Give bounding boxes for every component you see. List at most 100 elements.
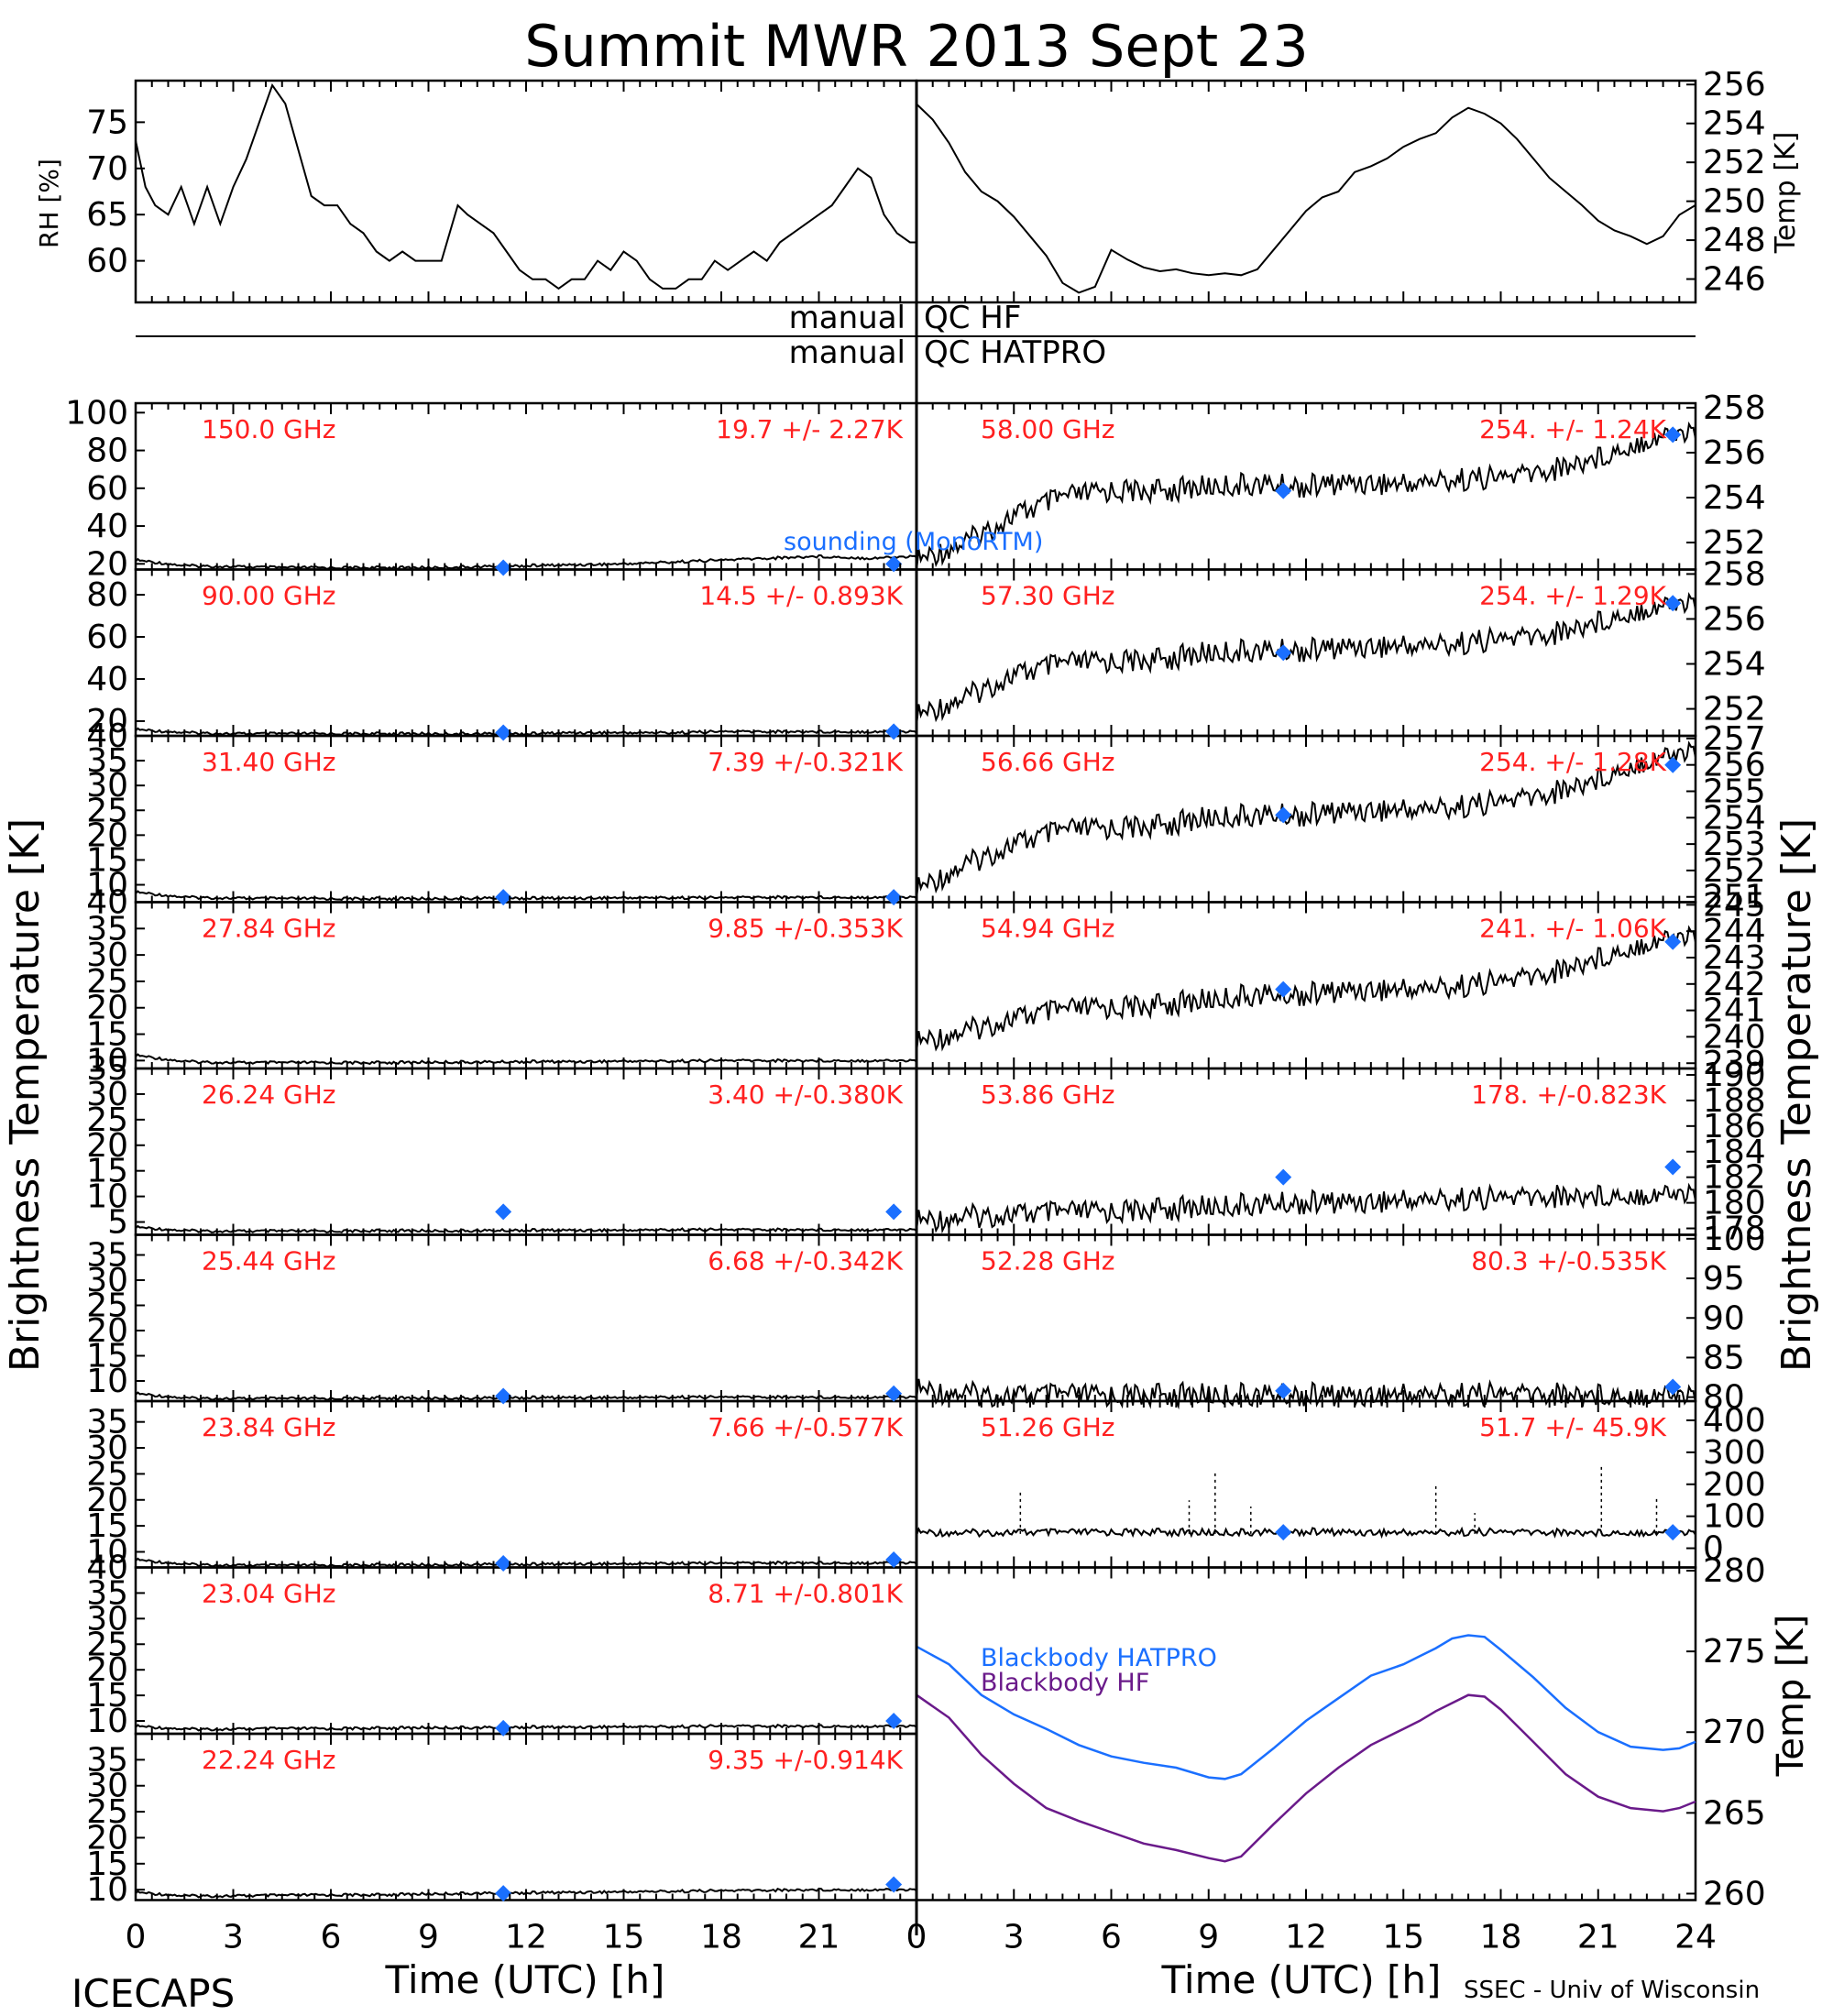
left-panel-1-frequency-label: 150.0 GHz: [202, 414, 336, 444]
left-xtick-label: 6: [321, 1919, 342, 1956]
left-panel-3-ytick-label: 10: [86, 867, 128, 904]
right-panel-2-ytick-label: 256: [1703, 600, 1766, 638]
left-panel-4-ytick-label: 15: [86, 1016, 128, 1054]
left-panel-9-sounding-point: [495, 1885, 512, 1902]
left-panel-7-ytick-label: 10: [86, 1533, 128, 1571]
right-panel-6-sounding-point: [1664, 1378, 1682, 1396]
left-panel-9-frequency-label: 22.24 GHz: [202, 1745, 336, 1775]
right-panel-6-ytick-label: 100: [1703, 1221, 1766, 1258]
right-panel-3-trace: [916, 740, 1696, 900]
left-panel-5-sounding-point: [495, 1203, 512, 1221]
left-panel-7-sounding-point: [495, 1554, 512, 1572]
right-panel-4-ytick-label: 240: [1703, 1018, 1766, 1056]
rh-series-line: [135, 82, 916, 290]
right-panel-7-frequency-label: 51.26 GHz: [981, 1412, 1115, 1442]
left-xtick-label: 0: [126, 1919, 147, 1956]
left-panel-8-ytick-label: 10: [86, 1703, 128, 1740]
right-panel-7-ytick-label: 300: [1703, 1434, 1766, 1472]
left-panel-5-ytick-label: 30: [86, 1076, 128, 1113]
right-panel-5-ytick-label: 186: [1703, 1108, 1766, 1145]
right-xtick-label: 18: [1480, 1919, 1522, 1956]
temp-series-line: [916, 103, 1696, 294]
left-panel-7-ytick-label: 20: [86, 1482, 128, 1519]
right-panel-5-ytick-label: 178: [1703, 1211, 1766, 1248]
left-panel-1-sounding-point: [885, 555, 903, 573]
right-panel-2-ytick-label: 252: [1703, 691, 1766, 729]
temp-panel-frame: [915, 79, 1697, 304]
blackbody-panel-ytick-label: 270: [1703, 1714, 1766, 1751]
right-xtick-label: 21: [1577, 1919, 1619, 1956]
left-panel-9-ytick-label: 35: [86, 1741, 128, 1779]
right-panel-3-ytick-label: 256: [1703, 747, 1766, 784]
right-panel-6-stat-label: 80.3 +/-0.535K: [1471, 1246, 1666, 1276]
left-panel-5-stat-label: 3.40 +/-0.380K: [708, 1079, 903, 1110]
right-panel-7-sounding-point: [1275, 1524, 1292, 1541]
left-panel-7-stat-label: 7.66 +/-0.577K: [708, 1412, 903, 1442]
left-panel-8-ytick-label: 40: [86, 1550, 128, 1587]
left-panel-4-ytick-label: 10: [86, 1042, 128, 1079]
left-panel-1-ytick-label: 80: [86, 433, 128, 470]
left-panel-9-ytick-label: 25: [86, 1793, 128, 1831]
left-panel-5-ytick-label: 5: [107, 1204, 128, 1242]
left-panel-8-frequency-label: 23.04 GHz: [202, 1579, 336, 1609]
left-xlabel: Time (UTC) [h]: [385, 1957, 665, 2002]
rh-panel-ytick-label: 75: [86, 104, 128, 141]
left-xtick-label: 21: [798, 1919, 840, 1956]
right-panel-3-frequency-label: 56.66 GHz: [981, 747, 1115, 777]
right-panel-4-ytick-label: 245: [1703, 886, 1766, 924]
right-panel-2-ytick-label: 258: [1703, 555, 1766, 593]
right-xtick-label: 9: [1198, 1919, 1219, 1956]
footer-icecaps: ICECAPS: [71, 1971, 235, 2016]
right-panel-7-ytick-label: 100: [1703, 1498, 1766, 1536]
left-panel-6-frequency-label: 25.44 GHz: [202, 1246, 336, 1276]
right-xtick-label: 3: [1004, 1919, 1025, 1956]
rh-panel-ytick-label: 65: [86, 196, 128, 234]
right-panel-3-sounding-point: [1275, 806, 1292, 824]
right-panel-3-ytick-label: 251: [1703, 879, 1766, 916]
left-panel-3-sounding-point: [885, 889, 903, 906]
right-panel-1-sounding-point: [1664, 426, 1682, 444]
left-panel-1-ytick-label: 40: [86, 508, 128, 545]
temp-panel-ytick-label: 246: [1703, 261, 1766, 299]
left-panel-9-ytick-label: 30: [86, 1768, 128, 1805]
right-panel-3-stat-label: 254. +/- 1.28K: [1479, 747, 1666, 777]
right-panel-1-frequency-label: 58.00 GHz: [981, 414, 1115, 444]
right-panel-3-ytick-label: 257: [1703, 720, 1766, 758]
left-panel-3-ytick-label: 40: [86, 718, 128, 755]
left-panel-8-ytick-label: 15: [86, 1677, 128, 1715]
left-panel-2-stat-label: 14.5 +/- 0.893K: [699, 581, 903, 611]
left-panel-3-ytick-label: 35: [86, 742, 128, 780]
left-panel-9-stat-label: 9.35 +/-0.914K: [708, 1745, 903, 1775]
left-panel-3-stat-label: 7.39 +/-0.321K: [708, 747, 903, 777]
right-panel-4-ytick-label: 243: [1703, 939, 1766, 977]
right-panel-2-sounding-point: [1275, 644, 1292, 662]
right-panel-6-ytick-label: 80: [1703, 1379, 1745, 1417]
left-xtick-label: 12: [505, 1919, 547, 1956]
right-panel-4-ytick-label: 242: [1703, 966, 1766, 1003]
temp-panel-ytick-label: 252: [1703, 144, 1766, 181]
right-panel-5-trace: [916, 1182, 1696, 1234]
right-panel-4-ytick-label: 241: [1703, 992, 1766, 1030]
left-xtick-label: 3: [223, 1919, 244, 1956]
right-xtick-label: 24: [1674, 1919, 1717, 1956]
blackbody-hf-line: [916, 1693, 1696, 1863]
left-panel-2-ytick-label: 40: [86, 661, 128, 698]
right-panel-4-trace: [916, 925, 1696, 1053]
legend-blackbody-hatpro: Blackbody HATPRO: [981, 1644, 1217, 1672]
right-xlabel: Time (UTC) [h]: [1161, 1957, 1442, 2002]
left-panel-5-ytick-label: 25: [86, 1101, 128, 1139]
right-panel-1-ytick-label: 256: [1703, 434, 1766, 472]
left-panel-6-ytick-label: 10: [86, 1363, 128, 1400]
left-panel-2-ytick-label: 60: [86, 619, 128, 656]
right-panel-7-ytick-label: 200: [1703, 1466, 1766, 1504]
left-panel-7-ytick-label: 30: [86, 1430, 128, 1467]
right-panel-5-ytick-label: 190: [1703, 1057, 1766, 1094]
right-panel-5-ytick-label: 188: [1703, 1082, 1766, 1120]
right-panel-5-frequency-label: 53.86 GHz: [981, 1079, 1115, 1110]
left-panel-6-ytick-label: 25: [86, 1287, 128, 1325]
qc-hf-manual-label: manual: [789, 300, 906, 336]
left-panel-8-ytick-label: 30: [86, 1600, 128, 1638]
blackbody-panel-ytick-label: 265: [1703, 1794, 1766, 1832]
right-panel-3-ytick-label: 254: [1703, 799, 1766, 837]
right-panel-1-stat-label: 254. +/- 1.24K: [1479, 414, 1666, 444]
